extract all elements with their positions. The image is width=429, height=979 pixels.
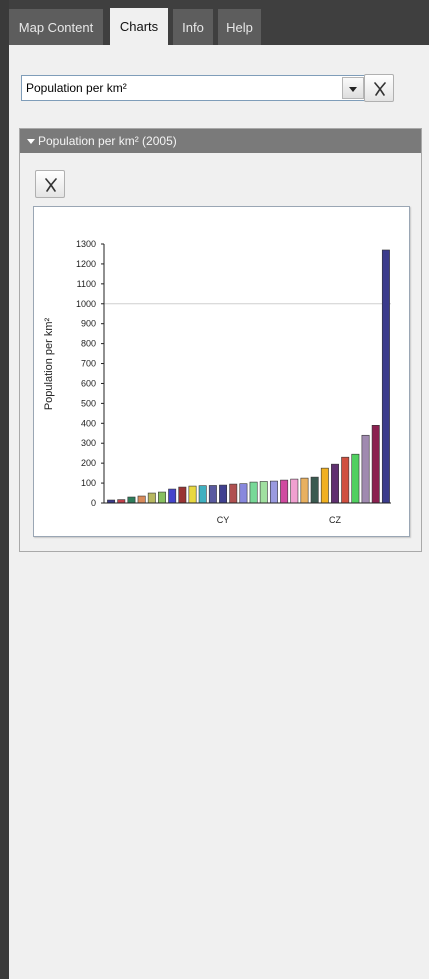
y-tick-label: 300 [81, 438, 96, 448]
bar[interactable] [269, 480, 278, 504]
bar[interactable] [229, 483, 238, 504]
scissors-icon [374, 82, 386, 96]
chart-panel: Population per km² (2005) 0 100 200 300 400 5… [19, 128, 422, 552]
chart-reset-button[interactable] [35, 170, 65, 198]
bar[interactable] [280, 479, 289, 504]
bar[interactable] [351, 453, 360, 504]
y-tick-label: 400 [81, 418, 96, 428]
bar[interactable] [371, 425, 380, 504]
y-tick-label: 100 [81, 478, 96, 488]
bar[interactable] [381, 249, 390, 504]
y-tick-label: 800 [81, 339, 96, 349]
indicator-select-value: Population per km² [26, 81, 127, 95]
bar-chart-svg: 0 100 200 300 400 500 600 700 800 900 1000 1100 1200… [43, 239, 391, 525]
bar[interactable] [361, 434, 370, 504]
bar[interactable] [158, 491, 166, 504]
y-axis-label: Population per km² [43, 318, 55, 411]
bar[interactable] [320, 467, 329, 504]
bar[interactable] [117, 499, 126, 504]
x-tick-label: CZ [329, 515, 341, 525]
y-tick-label: 0 [91, 498, 96, 508]
y-tick-label: 500 [81, 398, 96, 408]
y-tick-label: 700 [81, 359, 96, 369]
bar[interactable] [290, 478, 299, 504]
scissors-icon [45, 178, 57, 192]
y-tick-label: 900 [81, 319, 96, 329]
bar[interactable] [198, 485, 207, 504]
bar[interactable] [168, 488, 177, 504]
bar[interactable] [208, 485, 217, 504]
bar[interactable] [300, 477, 309, 504]
chart-panel-header[interactable]: Population per km² (2005) [20, 129, 421, 153]
bar[interactable] [188, 485, 197, 504]
bar[interactable] [259, 481, 268, 504]
bar[interactable] [249, 481, 258, 504]
bar[interactable] [219, 484, 228, 504]
indicator-select[interactable]: Population per km² [21, 75, 366, 101]
charts-content: Population per km² Population per km² (2… [9, 45, 429, 979]
y-tick-label: 200 [81, 458, 96, 468]
y-tick-label: 1000 [76, 299, 96, 309]
bar[interactable] [310, 476, 319, 504]
tab-info[interactable]: Info [173, 9, 213, 45]
tab-charts[interactable]: Charts [110, 8, 168, 45]
left-border [0, 0, 9, 979]
chart-panel-title: Population per km² (2005) [38, 134, 177, 148]
y-tick-label: 1100 [77, 279, 96, 289]
bar[interactable] [147, 492, 156, 504]
chevron-down-icon[interactable] [342, 77, 364, 99]
x-tick-label: CY [217, 515, 230, 525]
bar[interactable] [137, 495, 146, 504]
tab-help[interactable]: Help [218, 9, 261, 45]
caret-down-icon [27, 139, 35, 144]
tab-bar: Map Content Charts Info Help [9, 0, 429, 45]
bar[interactable] [331, 463, 339, 504]
y-tick-label: 1200 [76, 259, 96, 269]
reset-selection-button[interactable] [364, 74, 394, 102]
y-tick-label: 1300 [76, 239, 96, 249]
bar-chart: 0 100 200 300 400 500 600 700 800 900 1000 1100 1200… [33, 206, 410, 537]
bar[interactable] [127, 496, 136, 504]
tab-map-content[interactable]: Map Content [9, 9, 103, 45]
y-tick-label: 600 [81, 378, 96, 388]
bar[interactable] [341, 456, 350, 504]
bar[interactable] [178, 486, 187, 504]
bar[interactable] [239, 483, 248, 504]
